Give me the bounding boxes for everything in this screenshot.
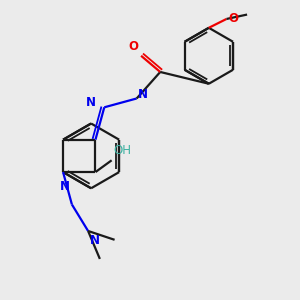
Text: N: N xyxy=(138,88,148,100)
Text: N: N xyxy=(85,96,95,110)
Text: O: O xyxy=(229,13,239,26)
Text: N: N xyxy=(90,234,100,247)
Text: N: N xyxy=(59,180,70,193)
Text: OH: OH xyxy=(113,144,131,157)
Text: O: O xyxy=(129,40,139,53)
